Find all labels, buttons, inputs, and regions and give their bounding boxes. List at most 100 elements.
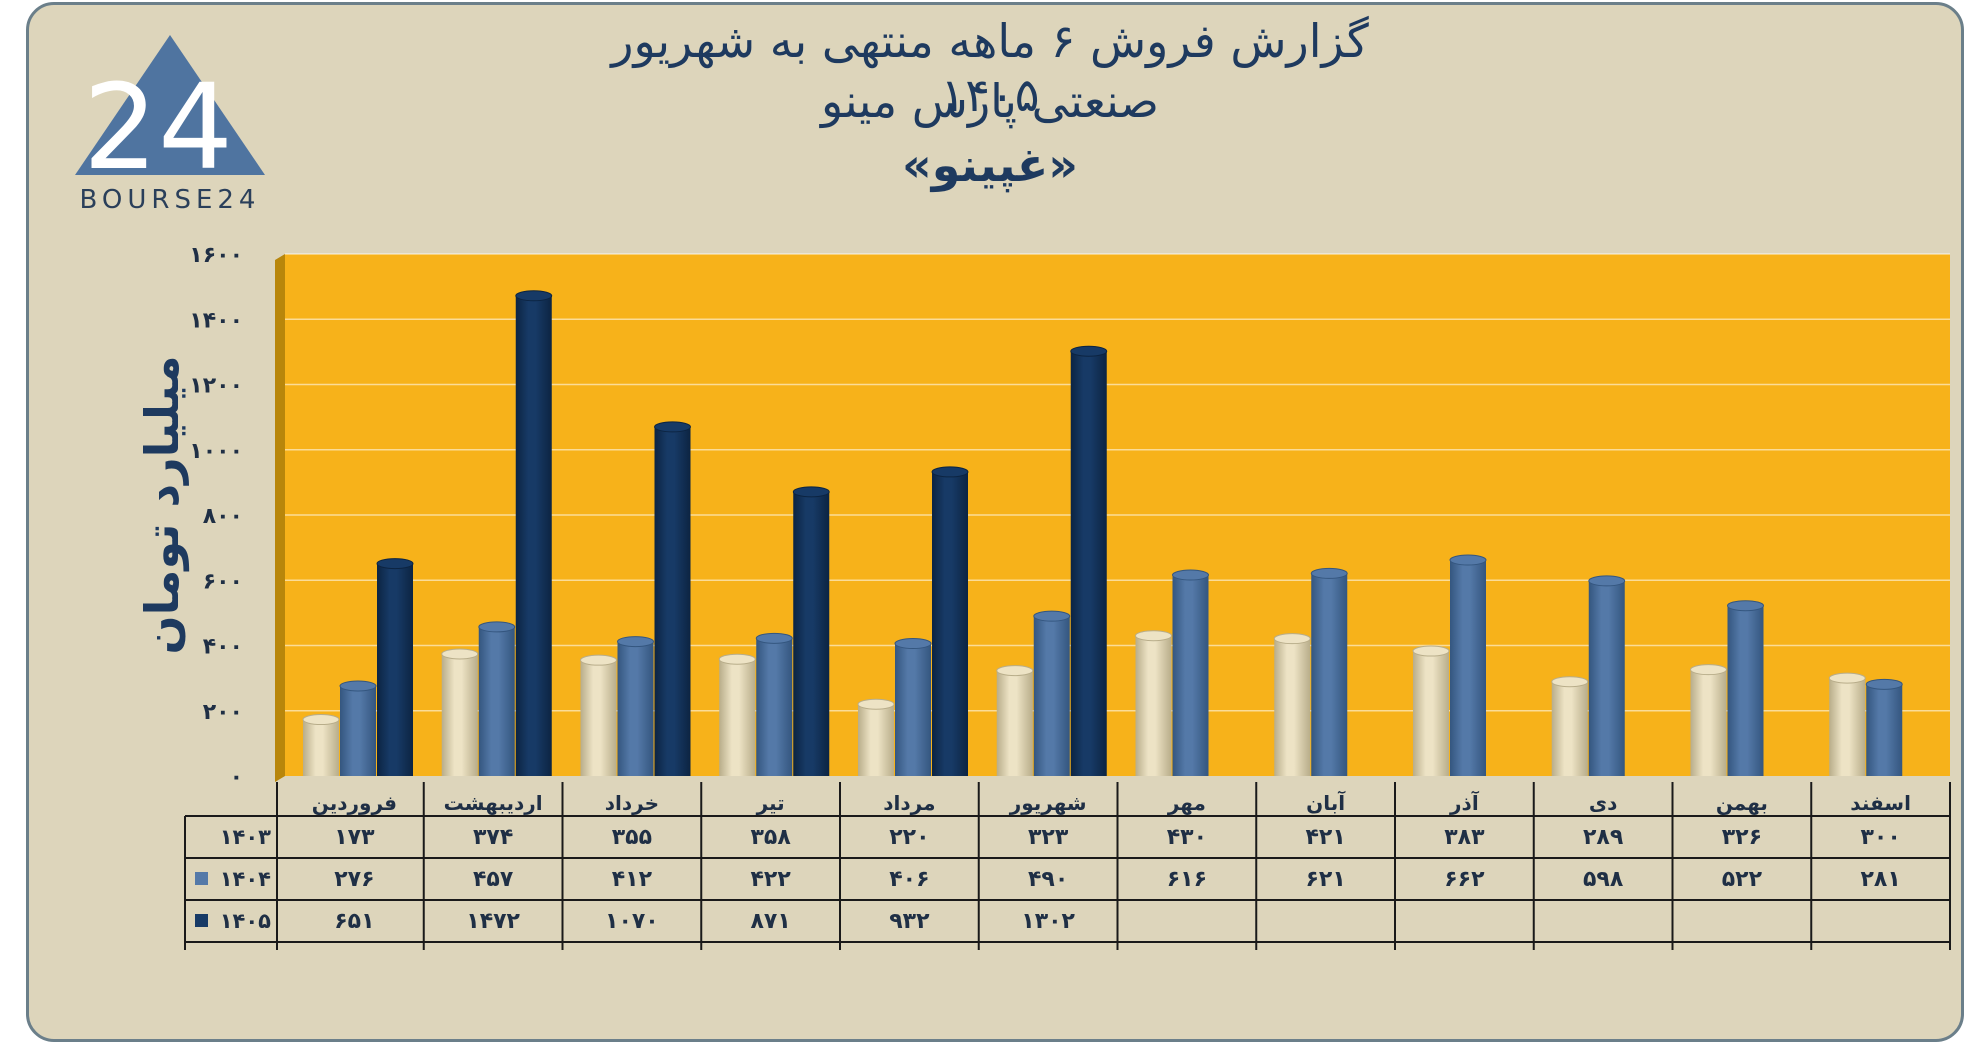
bar-cap: [580, 654, 617, 666]
series-name: ۱۴۰۳: [220, 825, 271, 849]
data-label: ۴۰۶: [889, 867, 929, 892]
bar: [895, 643, 931, 776]
y-tick-label: ۴۰۰: [203, 635, 243, 660]
bar: [1070, 351, 1107, 776]
series-name: ۱۴۰۴: [220, 867, 271, 891]
bar-cap: [654, 421, 691, 433]
bar-cap: [1070, 345, 1108, 357]
category-label: خرداد: [605, 791, 659, 815]
data-label: ۴۲۱: [1305, 825, 1345, 850]
category-label: آبان: [1306, 790, 1346, 815]
bar: [756, 638, 793, 776]
data-label: ۶۵۱: [334, 909, 374, 934]
data-label: ۶۶۲: [1444, 867, 1485, 892]
bar-cap: [931, 466, 969, 478]
bar: [996, 670, 1033, 776]
bar: [654, 426, 691, 776]
bar: [1866, 684, 1903, 776]
category-label: مهر: [1167, 791, 1206, 815]
bar: [1413, 651, 1449, 776]
data-label: ۴۹۰: [1028, 867, 1068, 892]
bar-cap: [1828, 672, 1866, 684]
bar: [303, 719, 339, 776]
bar-cap: [441, 648, 479, 660]
y-tick-label: ۱۶۰۰: [189, 243, 243, 268]
bar-cap: [1588, 575, 1626, 587]
bar-cap: [792, 486, 830, 498]
category-label: شهریور: [1009, 791, 1087, 815]
category-label: تیر: [756, 791, 785, 815]
bar: [1690, 669, 1727, 776]
data-label: ۶۱۶: [1167, 867, 1207, 892]
bar: [580, 660, 617, 776]
bar: [1311, 573, 1348, 776]
bar-cap: [857, 698, 895, 710]
data-label: ۸۷۱: [750, 909, 790, 934]
bar-cap: [515, 290, 553, 302]
bar: [1829, 678, 1866, 776]
bar: [858, 704, 894, 776]
bar: [377, 563, 413, 776]
bar: [1450, 560, 1486, 776]
logo-text: BOURSE24: [79, 185, 261, 215]
y-tick-label: ۶۰۰: [203, 569, 243, 594]
bar: [441, 653, 478, 776]
category-label: فروردین: [312, 791, 397, 815]
bar-cap: [617, 636, 654, 648]
y-tick-label: ۸۰۰: [203, 504, 243, 529]
data-label: ۶۲۱: [1305, 867, 1345, 892]
bar-cap: [894, 638, 932, 650]
bar-cap: [339, 680, 377, 692]
bar-cap: [996, 665, 1034, 677]
data-label: ۱۰۷۰: [605, 909, 659, 934]
legend-swatch: [195, 872, 208, 885]
bar: [340, 685, 376, 776]
y-tick-label: ۱۴۰۰: [189, 308, 243, 333]
category-label: مرداد: [883, 791, 935, 815]
bar: [1033, 616, 1070, 776]
bar: [719, 659, 756, 776]
data-label: ۳۵۵: [612, 825, 652, 850]
series-name: ۱۴۰۵: [220, 909, 271, 933]
data-label: ۳۵۸: [750, 825, 791, 850]
y-tick-label: ۲۰۰: [203, 700, 243, 725]
y-tick-label: ۰: [230, 765, 243, 790]
category-label: اسفند: [1850, 791, 1911, 815]
bar-cap: [1690, 664, 1727, 676]
bar-cap: [1033, 610, 1071, 622]
data-label: ۱۴۷۲: [466, 909, 520, 934]
bar-cap: [1551, 676, 1589, 688]
bar: [1135, 635, 1172, 776]
data-label: ۳۷۴: [473, 825, 513, 850]
svg-text:24: 24: [83, 58, 233, 196]
bar-cap: [1172, 569, 1209, 581]
bar: [478, 626, 515, 776]
bar: [793, 491, 830, 776]
data-label: ۴۳۰: [1167, 825, 1207, 850]
data-label: ۳۸۳: [1444, 825, 1485, 850]
bar-cap: [1865, 678, 1903, 690]
legend-swatch: [195, 914, 208, 927]
bar: [617, 641, 654, 776]
bar-cap: [1727, 600, 1764, 612]
bar: [1551, 681, 1588, 776]
bar-cap: [1310, 567, 1348, 579]
data-label: ۴۲۲: [750, 867, 791, 892]
category-label: دی: [1589, 791, 1618, 815]
bar-cap: [1449, 554, 1487, 566]
data-label: ۳۲۶: [1722, 825, 1762, 850]
bar-cap: [755, 632, 793, 644]
bar: [932, 471, 968, 776]
data-label: ۵۹۸: [1583, 867, 1624, 892]
bar-cap: [1135, 630, 1172, 642]
bar-cap: [302, 714, 340, 726]
data-label: ۹۳۲: [889, 909, 930, 934]
data-label: ۳۲۳: [1028, 825, 1069, 850]
bar-cap: [718, 653, 756, 665]
bourse24-logo: 24: [75, 35, 265, 196]
category-label: اردیبهشت: [444, 791, 543, 815]
bar-cap: [478, 621, 516, 633]
data-label: ۲۸۹: [1583, 825, 1623, 850]
data-label: ۱۷۳: [334, 825, 375, 850]
